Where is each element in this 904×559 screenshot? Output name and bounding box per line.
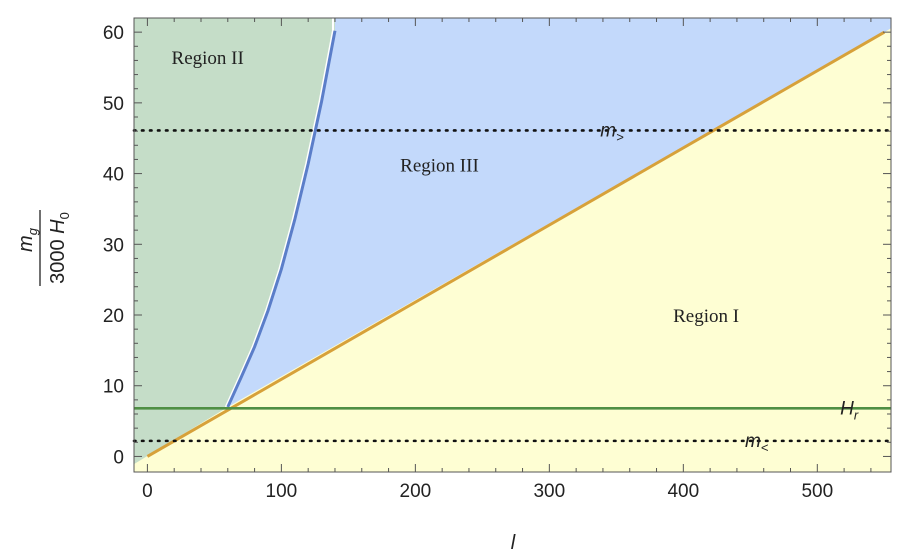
y-tick-label: 40 <box>103 165 124 186</box>
region-label-3: Region III <box>400 155 479 176</box>
y-tick-label: 30 <box>103 235 124 256</box>
plot-frame <box>133 17 892 473</box>
linear-boundary-line <box>146 30 886 458</box>
curve-boundary-line <box>226 30 337 408</box>
x-tick-label: 500 <box>801 481 833 502</box>
y-tick-label: 20 <box>103 306 124 327</box>
plot-border <box>133 17 892 473</box>
y-tick-label: 0 <box>113 447 124 468</box>
region-fills <box>134 18 892 472</box>
y-axis-label: mg 3000 H0 <box>15 210 72 286</box>
line-label-1: m> <box>600 120 624 144</box>
x-tick-label: 0 <box>142 481 153 502</box>
y-tick-label: 10 <box>103 377 124 398</box>
line-labels: Hr m> m< <box>600 120 859 454</box>
region-3-fill <box>227 18 892 407</box>
region-label-2: Region II <box>172 48 244 69</box>
y-tick-label: 60 <box>103 23 124 44</box>
region-label-1: Region I <box>673 306 739 327</box>
y-axis-label-denominator: 3000 H0 <box>47 212 72 284</box>
x-tick-label: 100 <box>266 481 298 502</box>
chart-labels: Region I Region II Region III <box>172 48 740 327</box>
axis-ticks: 0 100 200 300 400 500 0 10 20 30 40 50 60 <box>103 18 891 502</box>
line-label-0: Hr <box>840 398 859 422</box>
y-tick-label: 50 <box>103 94 124 115</box>
x-tick-label: 300 <box>533 481 565 502</box>
x-tick-label: 200 <box>400 481 432 502</box>
line-label-2: m< <box>745 431 769 455</box>
curve-highlight <box>224 18 334 408</box>
x-axis-label: l <box>511 532 516 554</box>
y-axis-label-numerator: mg <box>15 227 40 252</box>
x-tick-label: 400 <box>667 481 699 502</box>
boundary-lines <box>132 18 893 458</box>
